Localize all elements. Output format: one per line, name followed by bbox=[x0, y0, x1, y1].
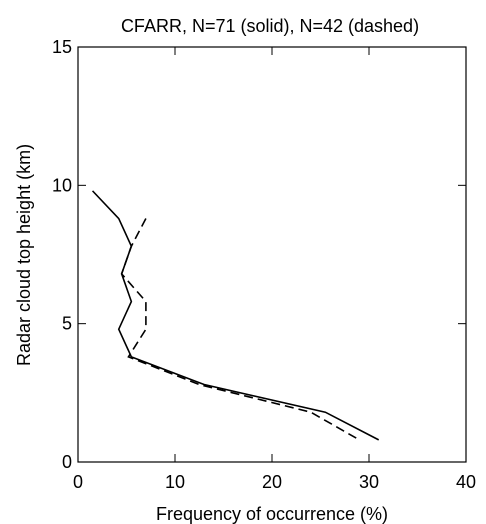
y-tick-label: 0 bbox=[62, 452, 72, 472]
chart-title: CFARR, N=71 (solid), N=42 (dashed) bbox=[121, 16, 419, 36]
x-tick-label: 10 bbox=[165, 472, 185, 492]
y-tick-label: 5 bbox=[62, 314, 72, 334]
x-axis-label: Frequency of occurrence (%) bbox=[156, 504, 388, 524]
y-tick-label: 10 bbox=[52, 175, 72, 195]
y-tick-label: 15 bbox=[52, 37, 72, 57]
x-tick-label: 30 bbox=[359, 472, 379, 492]
x-tick-label: 0 bbox=[73, 472, 83, 492]
data-line bbox=[91, 190, 380, 441]
x-tick-label: 20 bbox=[262, 472, 282, 492]
x-tick-label: 40 bbox=[456, 472, 476, 492]
y-axis-label: Radar cloud top height (km) bbox=[14, 144, 34, 366]
data-line bbox=[120, 218, 360, 441]
